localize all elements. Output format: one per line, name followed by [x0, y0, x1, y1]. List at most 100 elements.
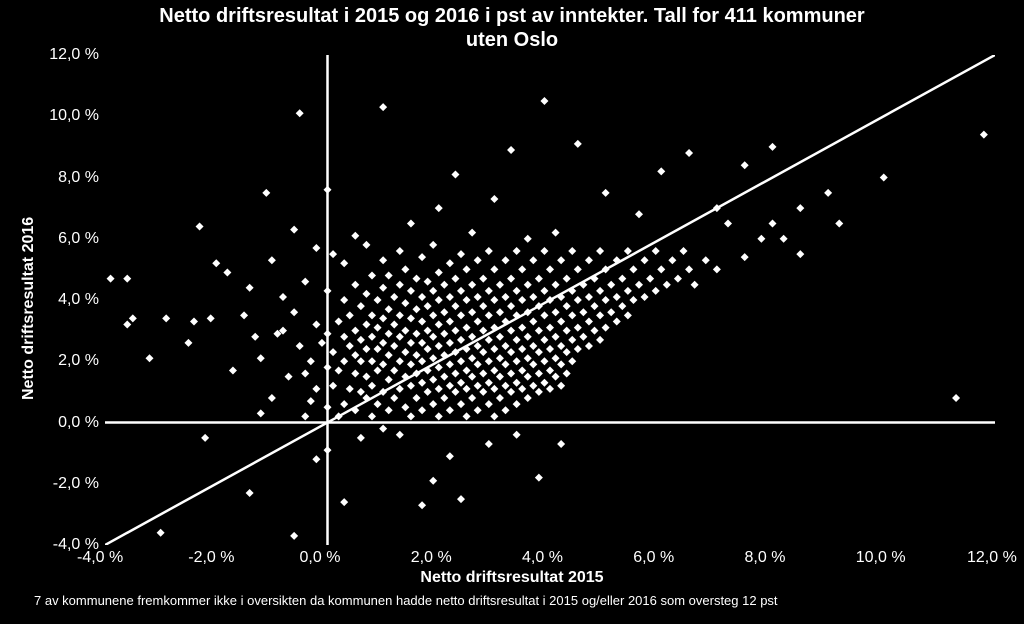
y-tick-label: 4,0 %: [58, 291, 99, 309]
data-point: [952, 394, 960, 402]
data-point: [479, 370, 487, 378]
data-point: [618, 275, 626, 283]
data-point: [724, 219, 732, 227]
data-point: [557, 317, 565, 325]
data-point: [362, 321, 370, 329]
data-point: [579, 308, 587, 316]
data-point: [246, 284, 254, 292]
data-point: [490, 385, 498, 393]
data-point: [713, 265, 721, 273]
data-point: [474, 256, 482, 264]
data-point: [685, 265, 693, 273]
data-point: [563, 275, 571, 283]
data-point: [518, 385, 526, 393]
data-point: [201, 434, 209, 442]
data-point: [535, 275, 543, 283]
data-point: [479, 348, 487, 356]
data-point: [457, 311, 465, 319]
data-point: [196, 223, 204, 231]
data-point: [368, 311, 376, 319]
data-point: [418, 379, 426, 387]
data-point: [268, 394, 276, 402]
data-point: [557, 382, 565, 390]
data-point: [552, 333, 560, 341]
data-point: [401, 348, 409, 356]
data-point: [385, 351, 393, 359]
data-point: [463, 265, 471, 273]
data-point: [435, 204, 443, 212]
data-point: [485, 400, 493, 408]
data-point: [396, 247, 404, 255]
data-point: [446, 339, 454, 347]
data-point: [468, 229, 476, 237]
data-point: [407, 360, 415, 368]
data-point: [446, 406, 454, 414]
data-point: [335, 366, 343, 374]
data-point: [518, 324, 526, 332]
data-point: [824, 189, 832, 197]
data-point: [552, 281, 560, 289]
data-point: [390, 366, 398, 374]
data-point: [535, 474, 543, 482]
data-point: [624, 311, 632, 319]
y-axis-label: Netto driftsresultat 2016: [20, 217, 38, 400]
data-point: [585, 317, 593, 325]
data-point: [513, 431, 521, 439]
data-point: [635, 281, 643, 289]
data-point: [479, 302, 487, 310]
data-point: [440, 394, 448, 402]
data-point: [535, 388, 543, 396]
data-point: [301, 370, 309, 378]
data-point: [446, 317, 454, 325]
data-point: [290, 308, 298, 316]
data-point: [129, 314, 137, 322]
data-point: [451, 370, 459, 378]
data-point: [374, 366, 382, 374]
data-point: [390, 342, 398, 350]
data-point: [568, 247, 576, 255]
x-tick-label: 6,0 %: [633, 549, 674, 567]
data-point: [379, 284, 387, 292]
data-point: [579, 333, 587, 341]
data-point: [107, 275, 115, 283]
data-point: [451, 170, 459, 178]
data-point: [507, 275, 515, 283]
data-point: [424, 345, 432, 353]
x-tick-label: -4,0 %: [77, 549, 123, 567]
data-point: [518, 345, 526, 353]
data-point: [546, 265, 554, 273]
data-point: [502, 360, 510, 368]
data-point: [324, 330, 332, 338]
data-point: [351, 232, 359, 240]
data-point: [685, 149, 693, 157]
chart-container: Netto driftsresultat i 2015 og 2016 i ps…: [0, 0, 1024, 624]
data-point: [223, 268, 231, 276]
data-point: [574, 265, 582, 273]
data-point: [407, 339, 415, 347]
y-tick-label: 2,0 %: [58, 352, 99, 370]
data-point: [418, 406, 426, 414]
data-point: [529, 360, 537, 368]
data-point: [468, 373, 476, 381]
data-point: [307, 397, 315, 405]
data-point: [435, 363, 443, 371]
data-point: [485, 357, 493, 365]
data-point: [602, 189, 610, 197]
data-point: [184, 339, 192, 347]
data-point: [568, 357, 576, 365]
data-point: [396, 281, 404, 289]
data-point: [585, 342, 593, 350]
data-point: [340, 400, 348, 408]
data-point: [496, 394, 504, 402]
data-point: [507, 370, 515, 378]
data-point: [490, 296, 498, 304]
data-point: [657, 265, 665, 273]
data-point: [535, 370, 543, 378]
data-point: [468, 281, 476, 289]
data-point: [385, 272, 393, 280]
data-point: [463, 385, 471, 393]
data-point: [613, 293, 621, 301]
plot-svg: [105, 55, 995, 545]
data-point: [485, 336, 493, 344]
data-point: [490, 195, 498, 203]
